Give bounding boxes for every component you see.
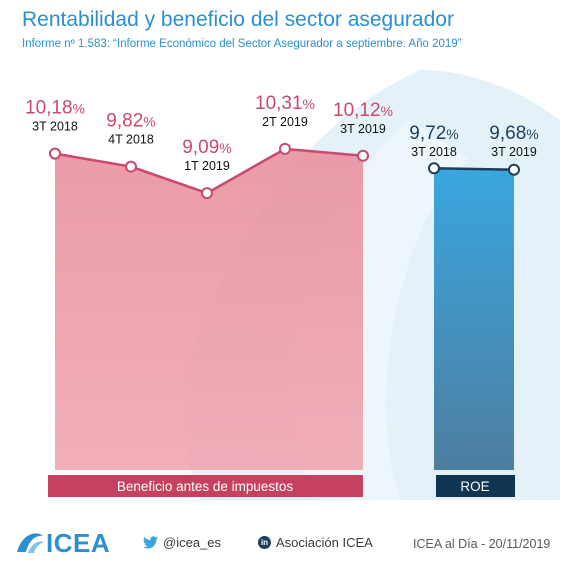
publication-date: ICEA al Día - 20/11/2019 [413, 537, 551, 551]
benefit-value-label: 9,82% [106, 111, 155, 132]
roe-line [433, 167, 515, 171]
roe-legend-label: ROE [460, 479, 489, 494]
logo-text: ICEA [46, 528, 111, 558]
benefit-category-label: 1T 2019 [184, 159, 230, 173]
footer: ICEA @icea_es in Asociación ICEA ICEA al… [0, 520, 567, 567]
benefit-category-label: 3T 2019 [340, 122, 386, 136]
linkedin-label: Asociación ICEA [276, 535, 373, 550]
benefit-point [201, 187, 213, 200]
twitter-handle: @icea_es [163, 535, 222, 550]
benefit-value-label: 10,31% [255, 93, 315, 114]
roe-category-label: 3T 2018 [411, 145, 457, 159]
profitability-chart: 10,18%3T 2018 9,82%4T 2018 9,09%1T 201910,… [25, 70, 561, 500]
benefit-point [125, 160, 137, 173]
benefit-legend-box [48, 475, 363, 497]
benefit-legend-label: Beneficio antes de impuestos [117, 479, 294, 494]
roe-value-label: 9,72% [409, 123, 458, 144]
linkedin-icon: in [258, 536, 271, 549]
icea-wave-logo [17, 533, 44, 553]
page-subtitle: Informe nº 1.583: “Informe Económico del… [22, 38, 462, 50]
roe-point [428, 162, 440, 175]
page-title: Rentabilidad y beneficio del sector aseg… [22, 8, 454, 31]
benefit-category-label: 4T 2018 [108, 133, 154, 147]
roe-legend-box [436, 475, 515, 497]
benefit-point [279, 142, 291, 155]
roe-value-label: 9,68% [489, 123, 538, 144]
benefit-value-label: 10,18% [25, 98, 85, 119]
benefit-area [55, 148, 363, 470]
benefit-category-label: 2T 2019 [262, 115, 308, 129]
benefit-category-label: 3T 2018 [32, 120, 78, 134]
benefit-value-label: 10,12% [333, 100, 393, 121]
benefit-point [49, 147, 61, 160]
roe-point [508, 163, 520, 176]
roe-bar [434, 168, 514, 470]
benefit-point [357, 149, 369, 162]
benefit-value-label: 9,09% [182, 137, 231, 158]
roe-category-label: 3T 2019 [491, 145, 537, 159]
twitter-bird-icon [143, 536, 158, 549]
linkedin-link[interactable]: in Asociación ICEA [258, 535, 373, 550]
twitter-link[interactable]: @icea_es [143, 535, 221, 550]
